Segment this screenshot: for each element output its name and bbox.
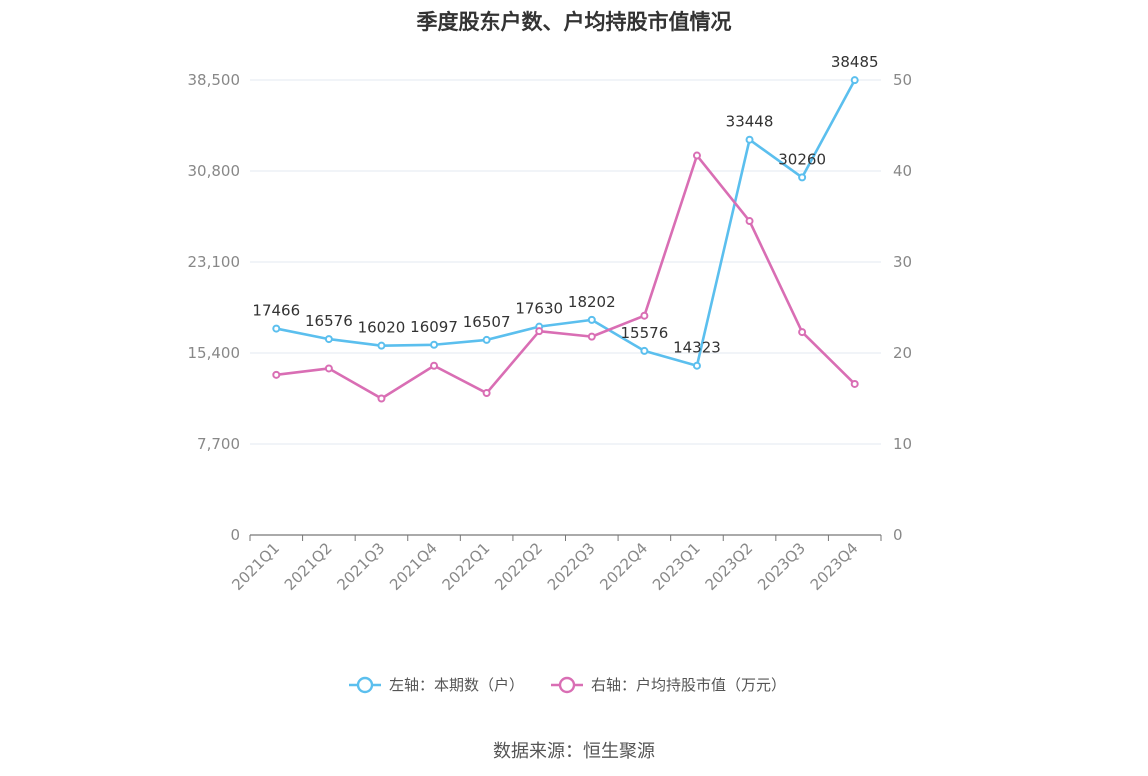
x-axis-tick-label: 2023Q1: [649, 539, 704, 594]
data-label: 16020: [358, 319, 406, 337]
x-axis-tick-label: 2022Q3: [544, 539, 599, 594]
data-label: 18202: [568, 293, 616, 311]
left-axis-tick-label: 23,100: [188, 253, 241, 271]
left-axis-tick-label: 7,700: [197, 435, 240, 453]
x-axis-tick-label: 2021Q1: [228, 539, 283, 594]
x-axis-tick-label: 2022Q2: [491, 539, 546, 594]
series-2-point: [640, 311, 649, 320]
left-axis-tick-label: 30,800: [188, 162, 241, 180]
series-2-point: [798, 328, 807, 337]
data-label: 33448: [726, 113, 774, 131]
series-2-point: [377, 394, 386, 403]
x-axis-tick-label: 2021Q4: [386, 539, 441, 594]
series-1-point: [692, 361, 701, 370]
legend-label: 右轴：户均持股市值（万元）: [591, 676, 786, 694]
right-axis-tick-label: 30: [893, 253, 912, 271]
left-axis-tick-label: 15,400: [188, 344, 241, 362]
x-axis-tick-label: 2023Q4: [807, 539, 862, 594]
data-label: 30260: [778, 150, 826, 168]
right-axis-tick-label: 50: [893, 71, 912, 89]
data-label: 16576: [305, 312, 353, 330]
series-1-point: [745, 135, 754, 144]
series-line-2: [276, 154, 856, 400]
series-lines: [272, 76, 859, 403]
data-label: 16097: [410, 318, 458, 336]
left-axis-tick-label: 0: [230, 526, 240, 544]
data-label: 16507: [463, 313, 511, 331]
data-label: 14323: [673, 339, 721, 357]
chart-title: 季度股东户数、户均持股市值情况: [416, 10, 732, 34]
series-2-point: [535, 327, 544, 336]
series-1-point: [377, 341, 386, 350]
right-axis-tick-label: 20: [893, 344, 912, 362]
x-axis-tick-label: 2022Q1: [439, 539, 494, 594]
right-axis-tick-label: 10: [893, 435, 912, 453]
data-label: 15576: [621, 324, 669, 342]
series-1-point: [430, 340, 439, 349]
x-axis-tick-label: 2021Q2: [281, 539, 336, 594]
legend-label: 左轴：本期数（户）: [389, 676, 524, 694]
data-label: 38485: [831, 53, 879, 71]
series-line-1: [276, 79, 856, 368]
data-label: 17630: [515, 300, 563, 318]
series-2-point: [482, 389, 491, 398]
series-2-point: [587, 332, 596, 341]
series-1-point: [587, 315, 596, 324]
grid-lines: [250, 79, 881, 445]
series-2-point: [850, 379, 859, 388]
left-axis-tick-label: 38,500: [188, 71, 241, 89]
right-axis-tick-label: 0: [893, 526, 903, 544]
series-1-point: [798, 173, 807, 182]
x-axis-tick-label: 2022Q4: [596, 539, 651, 594]
x-axis-tick-label: 2023Q3: [754, 539, 809, 594]
series-2-point: [430, 361, 439, 370]
series-1-point: [482, 335, 491, 344]
legend-item-1: 左轴：本期数（户）: [349, 676, 524, 694]
x-axis-tick-label: 2023Q2: [702, 539, 757, 594]
legend-item-2: 右轴：户均持股市值（万元）: [551, 676, 786, 694]
data-label: 17466: [252, 302, 300, 320]
source-note: 数据来源：恒生聚源: [493, 741, 655, 762]
right-axis-tick-label: 40: [893, 162, 912, 180]
series-1-point: [324, 335, 333, 344]
series-1-point: [640, 346, 649, 355]
legend-swatch-marker: [356, 676, 374, 694]
x-axis-tick-label: 2021Q3: [333, 539, 388, 594]
series-1-point: [272, 324, 281, 333]
series-2-point: [692, 151, 701, 160]
legend-swatch-marker: [558, 676, 576, 694]
legend: 左轴：本期数（户） 右轴：户均持股市值（万元）: [349, 676, 786, 694]
series-2-point: [272, 370, 281, 379]
series-2-point: [745, 217, 754, 226]
series-2-point: [324, 364, 333, 373]
series-1-point: [850, 76, 859, 85]
